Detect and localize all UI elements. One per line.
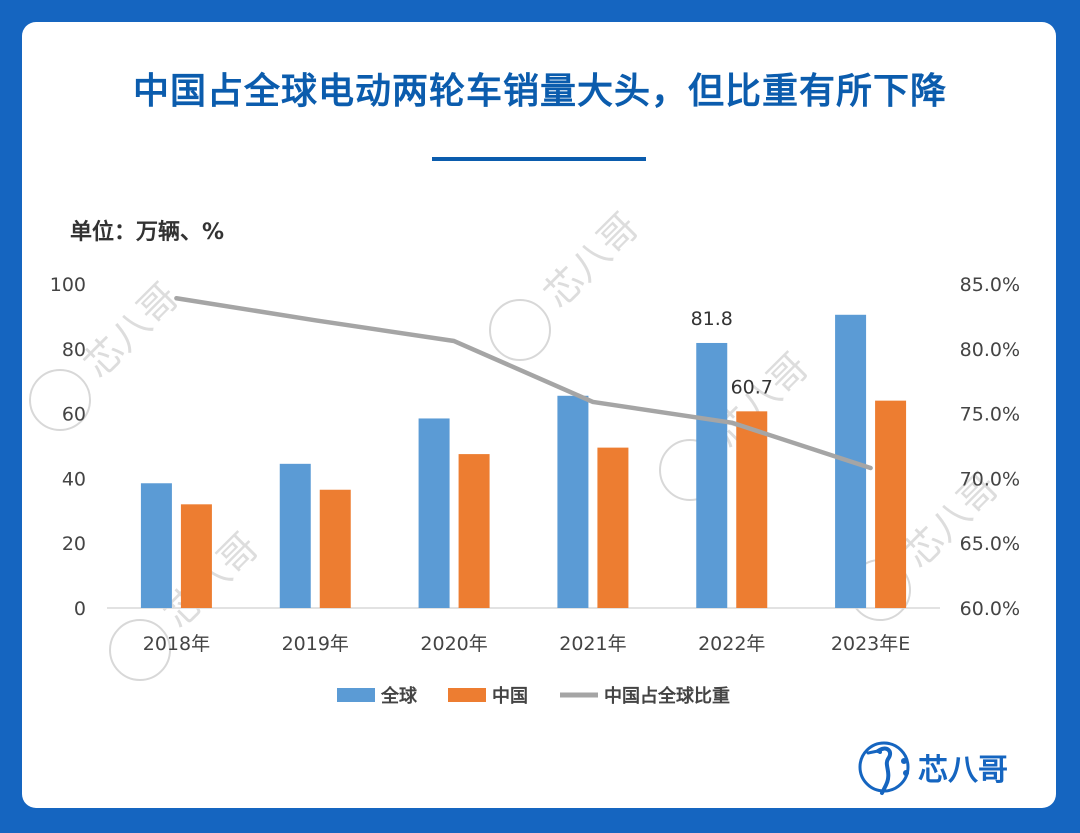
bar-china	[319, 489, 351, 608]
y-left-tick-label: 100	[50, 274, 86, 296]
bar-global	[279, 463, 311, 608]
heron-logo-icon	[858, 741, 910, 795]
legend-label: 中国	[492, 685, 528, 707]
y-left-tick-label: 60	[62, 404, 86, 426]
watermark-text: 芯八哥	[535, 205, 647, 317]
bar-global	[418, 418, 450, 608]
data-label: 60.7	[731, 376, 773, 398]
x-tick-label: 2022年	[698, 633, 765, 655]
line-china-share	[174, 296, 873, 471]
legend-swatch	[337, 688, 375, 702]
legend-label: 全球	[380, 685, 418, 707]
watermark-logo-icon	[489, 299, 551, 361]
bar-china	[458, 454, 490, 608]
watermark-text: 芯八哥	[75, 275, 187, 387]
x-tick-label: 2018年	[143, 633, 210, 655]
y-left-tick-label: 80	[62, 339, 86, 361]
y-left-tick-label: 40	[62, 468, 86, 490]
y-right-tick-label: 70.0%	[960, 468, 1020, 490]
title-underline	[432, 157, 646, 161]
x-tick-label: 2019年	[282, 633, 349, 655]
chart-title: 中国占全球电动两轮车销量大头，但比重有所下降	[132, 71, 947, 112]
y-right-tick-label: 60.0%	[960, 598, 1020, 620]
data-label: 81.8	[691, 308, 733, 330]
y-right-tick-label: 75.0%	[960, 404, 1020, 426]
brand-logo: 芯八哥	[858, 737, 1008, 797]
y-left-tick-label: 20	[62, 533, 86, 555]
unit-label: 单位：万辆、%	[70, 220, 225, 245]
watermark-logo-icon	[109, 619, 171, 681]
bar-china	[180, 504, 212, 608]
x-tick-label: 2021年	[559, 633, 626, 655]
y-right-tick-label: 80.0%	[960, 339, 1020, 361]
bar-global	[696, 342, 728, 608]
bar-china	[597, 447, 629, 608]
x-tick-label: 2023年E	[831, 633, 910, 655]
x-tick-label: 2020年	[420, 633, 487, 655]
legend-swatch	[448, 688, 486, 702]
bar-global	[557, 395, 589, 608]
y-right-tick-label: 65.0%	[960, 533, 1020, 555]
watermark-logo-icon	[29, 369, 91, 431]
y-left-tick-label: 0	[74, 598, 86, 620]
bar-china	[875, 400, 907, 608]
legend-label: 中国占全球比重	[604, 685, 730, 707]
bar-china	[736, 411, 768, 608]
brand-name: 芯八哥	[918, 753, 1008, 788]
y-right-tick-label: 85.0%	[960, 274, 1020, 296]
bar-global	[140, 483, 172, 608]
